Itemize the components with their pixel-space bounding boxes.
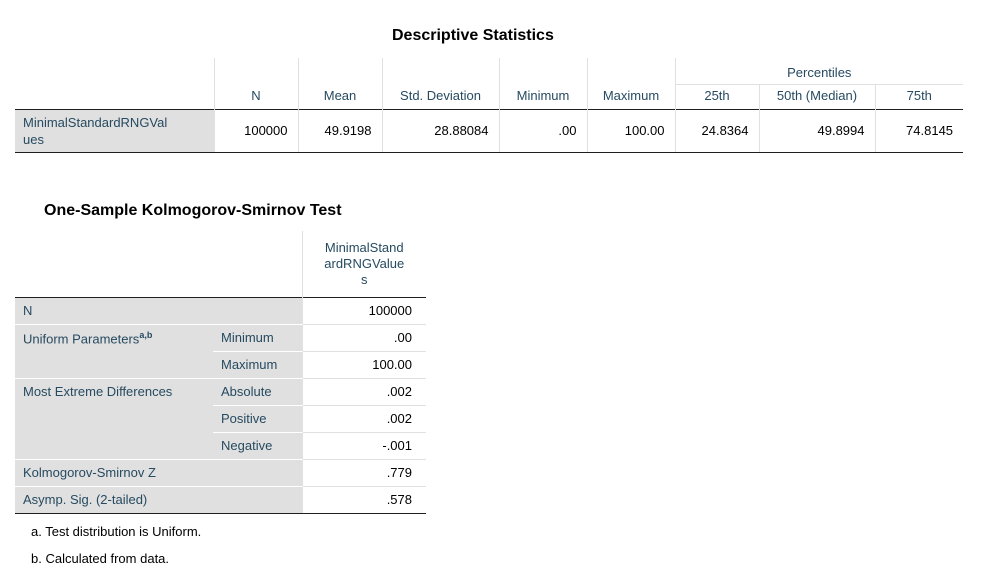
minimum-label: Minimum: [213, 324, 302, 352]
table-row: N 100000: [15, 296, 426, 325]
cell-p25: 24.8364: [674, 108, 759, 153]
footnote-b: b. Calculated from data.: [31, 551, 170, 566]
n-label: N: [15, 296, 302, 325]
n-value: 100000: [301, 296, 426, 325]
positive-label: Positive: [213, 405, 302, 433]
footnote-a: a. Test distribution is Uniform.: [31, 524, 202, 539]
absolute-label: Absolute: [213, 378, 302, 406]
absolute-value: .002: [301, 378, 426, 406]
table-row: Kolmogorov-Smirnov Z .779: [15, 459, 426, 487]
col-p25-header: 25th: [674, 84, 759, 109]
asymp-value: .578: [301, 486, 426, 514]
col-p50-header: 50th (Median): [758, 84, 875, 109]
table-row: Most Extreme Differences Absolute .002: [15, 378, 426, 460]
positive-value: .002: [301, 405, 426, 433]
cell-p50: 49.8994: [758, 108, 875, 153]
cell-min: .00: [498, 108, 587, 153]
col-min-header: Minimum: [498, 84, 587, 109]
col-max-header: Maximum: [586, 84, 675, 109]
ksz-label: Kolmogorov-Smirnov Z: [15, 459, 302, 487]
table-row: Uniform Parametersa,b Minimum .00: [15, 324, 426, 379]
col-p75-header: 75th: [874, 84, 964, 109]
table-row: Asymp. Sig. (2-tailed) .578: [15, 486, 426, 514]
negative-label: Negative: [213, 432, 302, 460]
ks-column-header: MinimalStand ardRNGValue s: [301, 231, 426, 297]
extreme-label: Most Extreme Differences: [15, 378, 213, 460]
cell-p75: 74.8145: [874, 108, 964, 153]
minimum-value: .00: [301, 324, 426, 352]
uniform-label: Uniform Parametersa,b: [15, 324, 213, 379]
table-row: Positive .002: [15, 405, 426, 433]
ks-test-title: One-Sample Kolmogorov-Smirnov Test: [44, 202, 342, 219]
cell-std: 28.88084: [381, 108, 499, 153]
cell-max: 100.00: [586, 108, 675, 153]
ks-test-table: MinimalStand ardRNGValue s N 100000 Unifor…: [15, 231, 426, 514]
descriptive-statistics-title: Descriptive Statistics: [392, 27, 554, 44]
col-n-header: N: [213, 84, 298, 109]
negative-value: -.001: [301, 432, 426, 460]
col-std-header: Std. Deviation: [381, 84, 499, 109]
cell-n: 100000: [213, 108, 298, 153]
table-row: Maximum 100.00: [15, 351, 426, 379]
table-row: MinimalStandardRNGVal ues 100000 49.9198 …: [15, 108, 964, 153]
table-row: Negative -.001: [15, 432, 426, 460]
cell-mean: 49.9198: [297, 108, 382, 153]
row-label: MinimalStandardRNGVal ues: [15, 108, 214, 153]
maximum-label: Maximum: [213, 351, 302, 379]
percentiles-header: Percentiles: [674, 58, 964, 85]
descriptive-statistics-table: Percentiles N Mean Std. Deviation Minimu…: [15, 58, 964, 153]
asymp-label: Asymp. Sig. (2-tailed): [15, 486, 302, 514]
col-mean-header: Mean: [297, 84, 382, 109]
ksz-value: .779: [301, 459, 426, 487]
maximum-value: 100.00: [301, 351, 426, 379]
